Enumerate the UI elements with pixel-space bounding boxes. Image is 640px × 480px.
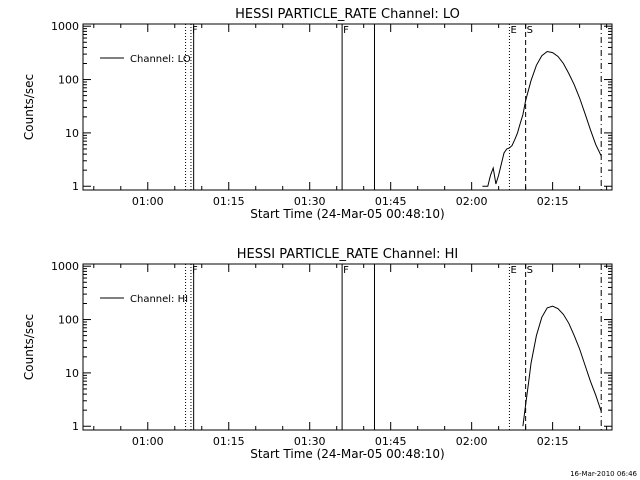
y-tick-label: 10 <box>65 367 79 380</box>
footer-date: 16-Mar-2010 06:46 <box>570 470 637 478</box>
event-marker-label: S <box>527 25 533 36</box>
y-tick-label: 100 <box>58 74 79 87</box>
x-tick-label: 01:15 <box>213 195 245 208</box>
legend-label: Channel: HI <box>130 294 188 305</box>
y-tick-label: 1 <box>72 180 79 193</box>
event-marker-label: F <box>192 25 198 36</box>
y-tick-label: 10 <box>65 127 79 140</box>
y-tick-label: 1 <box>72 420 79 433</box>
x-tick-label: 01:00 <box>132 195 164 208</box>
plot-frame <box>82 263 613 431</box>
x-tick-label: 01:45 <box>375 195 407 208</box>
chart-title: HESSI PARTICLE_RATE Channel: LO <box>235 7 460 22</box>
plot-frame <box>82 23 613 191</box>
event-marker-label: E <box>510 25 516 36</box>
x-tick-label: 01:00 <box>132 435 164 448</box>
y-tick-label: 100 <box>58 314 79 327</box>
event-marker-label: F <box>192 265 198 276</box>
series-line <box>482 50 602 187</box>
x-tick-label: 02:15 <box>537 195 569 208</box>
event-marker-label: E <box>510 265 516 276</box>
x-tick-label: 01:30 <box>294 195 326 208</box>
x-tick-label: 01:15 <box>213 435 245 448</box>
chart-panel-1: HESSI PARTICLE_RATE Channel: LO 01:00 01:1… <box>22 7 613 221</box>
x-axis-label: Start Time (24-Mar-05 00:48:10) <box>250 207 444 221</box>
x-tick-label: 02:00 <box>456 435 488 448</box>
y-axis-label: Counts/sec <box>22 74 36 140</box>
event-marker-label: S <box>527 265 533 276</box>
legend-label: Channel: LO <box>130 54 191 65</box>
event-marker-label: F <box>343 25 349 36</box>
chart-title: HESSI PARTICLE_RATE Channel: HI <box>237 247 458 262</box>
x-tick-label: 01:45 <box>375 435 407 448</box>
chart-panel-2: HESSI PARTICLE_RATE Channel: HI 01:00 01:1… <box>22 247 613 461</box>
y-tick-label: 1000 <box>51 260 79 273</box>
y-axis-label: Counts/sec <box>22 314 36 380</box>
y-tick-label: 1000 <box>51 20 79 33</box>
series-line <box>522 305 602 427</box>
x-tick-label: 02:15 <box>537 435 569 448</box>
x-axis-label: Start Time (24-Mar-05 00:48:10) <box>250 447 444 461</box>
x-tick-label: 02:00 <box>456 195 488 208</box>
event-marker-label: F <box>343 265 349 276</box>
x-tick-label: 01:30 <box>294 435 326 448</box>
